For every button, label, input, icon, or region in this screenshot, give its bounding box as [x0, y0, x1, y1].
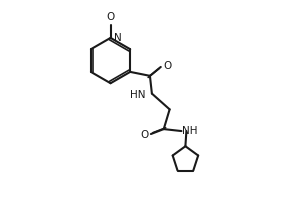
Text: O: O — [140, 130, 148, 140]
Text: NH: NH — [182, 126, 198, 136]
Text: N: N — [114, 33, 122, 43]
Text: HN: HN — [130, 90, 146, 100]
Text: O: O — [106, 12, 115, 22]
Text: O: O — [163, 61, 171, 71]
